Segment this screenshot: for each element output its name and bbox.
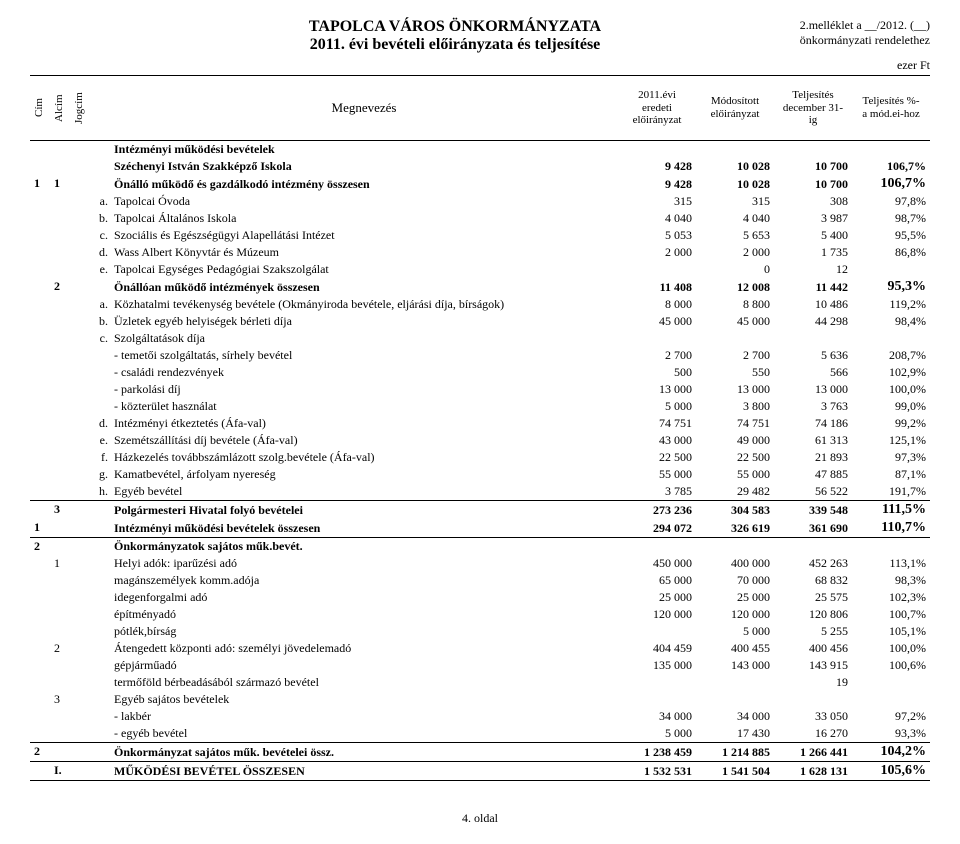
head-cim: Cím <box>30 76 50 141</box>
table-row: magánszemélyek komm.adója65 00070 00068 … <box>30 572 930 589</box>
head-col2: Módosított előirányzat <box>696 76 774 141</box>
table-row: b.Tapolcai Általános Iskola4 0404 0403 9… <box>30 210 930 227</box>
table-row: g.Kamatbevétel, árfolyam nyereség55 0005… <box>30 466 930 483</box>
table-row: Intézményi működési bevételek <box>30 141 930 159</box>
table-row: Széchenyi István Szakképző Iskola9 42810… <box>30 158 930 175</box>
table-row: h.Egyéb bevétel3 78529 48256 522191,7% <box>30 483 930 501</box>
unit-label: ezer Ft <box>30 58 930 73</box>
table-row: e.Szemétszállítási díj bevétele (Áfa-val… <box>30 432 930 449</box>
table-row: I.MŰKÖDÉSI BEVÉTEL ÖSSZESEN1 532 5311 54… <box>30 762 930 781</box>
annex-line-2: önkormányzati rendelethez <box>730 33 930 48</box>
budget-table: Cím Alcím Jogcím Megnevezés 2011.évi ere… <box>30 75 930 781</box>
annex-block: 2.melléklet a __/2012. (__) önkormányzat… <box>730 18 930 48</box>
table-row: - egyéb bevétel5 00017 43016 27093,3% <box>30 725 930 743</box>
head-col3: Teljesítés december 31- ig <box>774 76 852 141</box>
header-block: TAPOLCA VÁROS ÖNKORMÁNYZATA 2011. évi be… <box>30 18 930 54</box>
table-row: 2Önkormányzat sajátos műk. bevételei öss… <box>30 743 930 762</box>
table-row: a.Tapolcai Óvoda31531530897,8% <box>30 193 930 210</box>
table-row: építményadó120 000120 000120 806100,7% <box>30 606 930 623</box>
title-block: TAPOLCA VÁROS ÖNKORMÁNYZATA 2011. évi be… <box>180 18 730 54</box>
table-row: 3Egyéb sajátos bevételek <box>30 691 930 708</box>
head-jogcim: Jogcím <box>70 76 92 141</box>
table-row: c.Szolgáltatások díja <box>30 330 930 347</box>
table-row: - temetői szolgáltatás, sírhely bevétel2… <box>30 347 930 364</box>
table-row: e.Tapolcai Egységes Pedagógiai Szakszolg… <box>30 261 930 278</box>
head-megnevezes: Megnevezés <box>110 76 618 141</box>
table-row: d.Intézményi étkeztetés (Áfa-val)74 7517… <box>30 415 930 432</box>
title-line-2: 2011. évi bevételi előirányzata és telje… <box>180 36 730 54</box>
table-row: - családi rendezvények500550566102,9% <box>30 364 930 381</box>
table-row: 1Helyi adók: iparűzési adó450 000400 000… <box>30 555 930 572</box>
table-row: - parkolási díj13 00013 00013 000100,0% <box>30 381 930 398</box>
table-row: gépjárműadó135 000143 000143 915100,6% <box>30 657 930 674</box>
head-alcim: Alcím <box>50 76 70 141</box>
head-col1: 2011.évi eredeti előirányzat <box>618 76 696 141</box>
head-col4: Teljesítés %- a mód.ei-hoz <box>852 76 930 141</box>
table-row: d.Wass Albert Könyvtár és Múzeum2 0002 0… <box>30 244 930 261</box>
table-row: c.Szociális és Egészségügyi Alapellátási… <box>30 227 930 244</box>
table-row: 11Önálló működő és gazdálkodó intézmény … <box>30 175 930 193</box>
table-row: 2Önállóan működő intézmények összesen11 … <box>30 278 930 296</box>
table-row: termőföld bérbeadásából származó bevétel… <box>30 674 930 691</box>
table-row: a.Közhatalmi tevékenység bevétele (Okmán… <box>30 296 930 313</box>
page-footer: 4. oldal <box>30 811 930 826</box>
table-row: pótlék,bírság5 0005 255105,1% <box>30 623 930 640</box>
table-row: idegenforgalmi adó25 00025 00025 575102,… <box>30 589 930 606</box>
head-blank <box>92 76 110 141</box>
table-row: b.Üzletek egyéb helyiségek bérleti díja4… <box>30 313 930 330</box>
table-row: - lakbér34 00034 00033 05097,2% <box>30 708 930 725</box>
annex-line-1: 2.melléklet a __/2012. (__) <box>730 18 930 33</box>
table-row: f.Házkezelés továbbszámlázott szolg.bevé… <box>30 449 930 466</box>
table-row: 2Átengedett központi adó: személyi jöved… <box>30 640 930 657</box>
table-row: - közterület használat5 0003 8003 76399,… <box>30 398 930 415</box>
table-row: 1Intézményi működési bevételek összesen2… <box>30 519 930 538</box>
table-row: 2Önkormányzatok sajátos műk.bevét. <box>30 538 930 556</box>
title-line-1: TAPOLCA VÁROS ÖNKORMÁNYZATA <box>180 18 730 36</box>
table-row: 3Polgármesteri Hivatal folyó bevételei27… <box>30 501 930 520</box>
